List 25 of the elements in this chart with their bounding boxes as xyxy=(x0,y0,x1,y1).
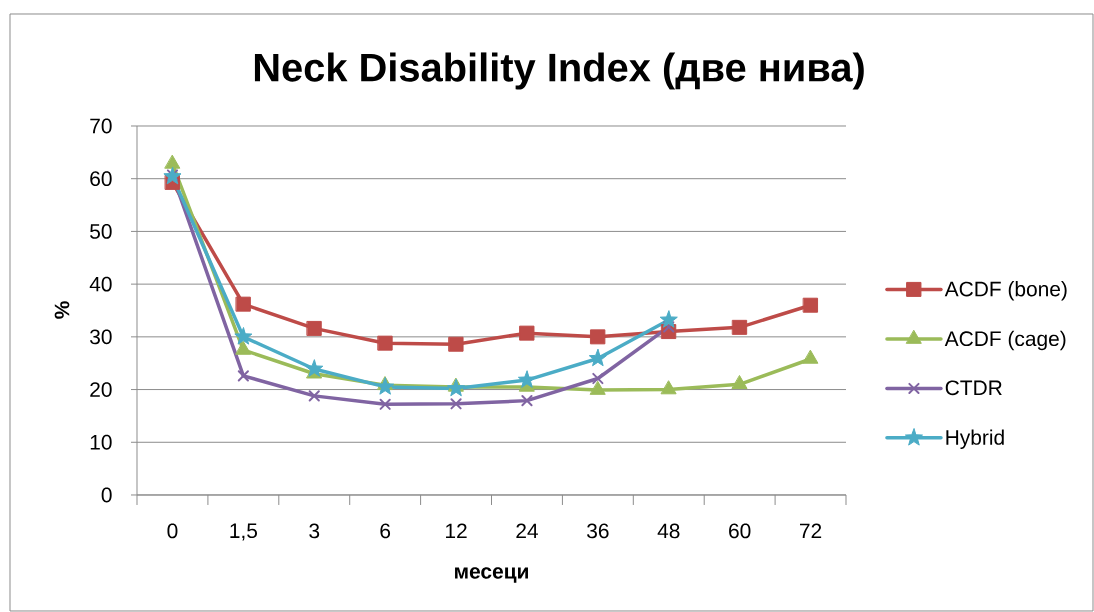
y-tick-label: 40 xyxy=(89,276,112,292)
legend-label: Hybrid xyxy=(946,429,1004,449)
x-tick-label: 24 xyxy=(516,523,538,539)
y-tick-label: 10 xyxy=(90,434,112,450)
x-axis-title: месеци xyxy=(455,567,528,583)
x-tick-label: 6 xyxy=(380,523,391,539)
legend-label: CTDR xyxy=(945,380,1002,396)
y-tick-label: 0 xyxy=(101,487,112,503)
x-tick-label: 1,5 xyxy=(230,523,258,541)
y-tick-label: 50 xyxy=(90,224,112,239)
y-tick-label: 60 xyxy=(90,171,112,187)
x-tick-label: 12 xyxy=(446,523,467,539)
y-tick-label: 20 xyxy=(90,382,112,397)
x-tick-label: 72 xyxy=(800,523,822,539)
x-tick-label: 36 xyxy=(587,523,609,539)
legend-label: ACDF (bone) xyxy=(944,281,1067,301)
y-axis-title: % xyxy=(54,301,70,319)
x-tick-label: 60 xyxy=(729,523,751,539)
y-tick-label: 70 xyxy=(90,118,112,134)
chart-title: Neck Disability Index (две нива) xyxy=(254,52,864,90)
legend-label: ACDF (cage) xyxy=(944,330,1066,351)
x-tick-label: 48 xyxy=(657,523,680,539)
x-tick-label: 0 xyxy=(167,523,178,539)
x-tick-label: 3 xyxy=(309,523,320,539)
y-tick-label: 30 xyxy=(90,329,112,345)
